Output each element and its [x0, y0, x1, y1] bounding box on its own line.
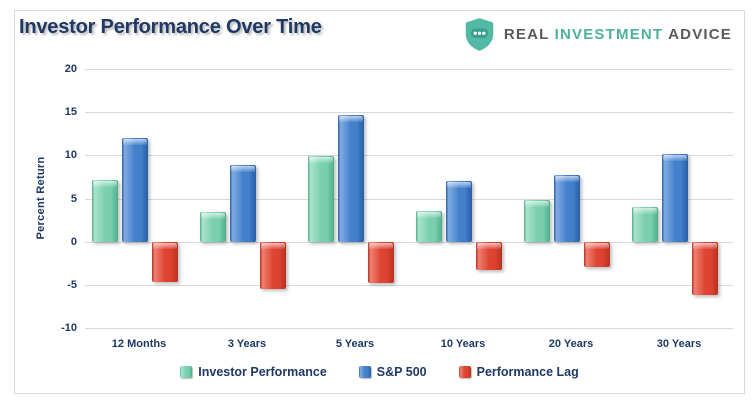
legend: Investor Performance S&P 500 Performance L…	[15, 365, 744, 379]
x-axis-label-5: 30 Years	[656, 338, 702, 350]
bar-sp500-0	[122, 138, 148, 242]
x-axis-label-3: 10 Years	[440, 338, 486, 350]
bar-lag-1	[260, 241, 286, 290]
chart-title: Investor Performance Over Time	[19, 16, 322, 38]
legend-item-investor: Investor Performance	[180, 365, 327, 379]
bar-sp500-5	[662, 153, 688, 242]
legend-label-investor: Investor Performance	[198, 365, 327, 379]
y-tick-label-20: 20	[64, 63, 77, 75]
grid-line-15	[85, 112, 733, 114]
brand-word-investment: INVESTMENT	[554, 26, 664, 43]
bar-lag-0	[152, 241, 178, 283]
chart-frame: Investor Performance Over Time REAL INVE…	[14, 10, 745, 394]
grid-line--5	[85, 284, 733, 286]
x-axis-label-2: 5 Years	[335, 338, 375, 350]
bar-investor-5	[632, 207, 658, 242]
brand-word-real: REAL	[503, 26, 550, 43]
bar-lag-5	[692, 241, 718, 296]
bar-investor-4	[524, 200, 550, 242]
bar-investor-2	[308, 156, 334, 242]
y-tick-label-10: 10	[64, 149, 77, 162]
legend-swatch-sp500	[358, 366, 371, 378]
brand-wordmark: REAL INVESTMENT ADVICE	[504, 26, 732, 43]
grid-line--10	[85, 328, 733, 329]
bar-sp500-3	[446, 181, 472, 242]
legend-swatch-investor	[180, 366, 193, 378]
y-tick-label-5: 5	[70, 192, 77, 205]
shield-icon	[465, 18, 494, 51]
legend-item-sp500: S&P 500	[358, 365, 427, 379]
bar-sp500-1	[230, 164, 256, 242]
legend-item-lag: Performance Lag	[458, 365, 579, 379]
x-axis-label-4: 20 Years	[548, 338, 594, 350]
x-axis-label-1: 3 Years	[227, 338, 267, 350]
bar-lag-4	[584, 241, 610, 267]
grid-line-5	[85, 198, 733, 200]
y-tick-label--5: -5	[67, 278, 77, 291]
brand-word-advice: ADVICE	[668, 26, 732, 43]
y-tick-label--10: -10	[61, 322, 77, 334]
brand-logo: REAL INVESTMENT ADVICE	[464, 17, 732, 52]
grid-line-20	[85, 69, 733, 70]
legend-label-lag: Performance Lag	[476, 365, 579, 379]
bar-sp500-4	[554, 175, 580, 242]
bar-investor-1	[200, 212, 226, 242]
legend-swatch-lag	[458, 366, 471, 378]
bar-investor-0	[92, 179, 118, 242]
plot-area: 20 15 10 5 0 -5 -10 12 Months 3 Years 5 Years 10 Y…	[61, 63, 733, 350]
bar-lag-3	[476, 241, 502, 271]
grid-line-10	[85, 155, 733, 157]
bar-investor-3	[416, 210, 442, 242]
grid-line-0	[85, 241, 733, 243]
x-axis-label-0: 12 Months	[111, 338, 167, 350]
y-tick-label-15: 15	[64, 106, 77, 119]
y-tick-label-0: 0	[70, 235, 77, 248]
bar-lag-2	[368, 241, 394, 284]
legend-label-sp500: S&P 500	[376, 365, 427, 379]
bar-sp500-2	[338, 114, 364, 242]
